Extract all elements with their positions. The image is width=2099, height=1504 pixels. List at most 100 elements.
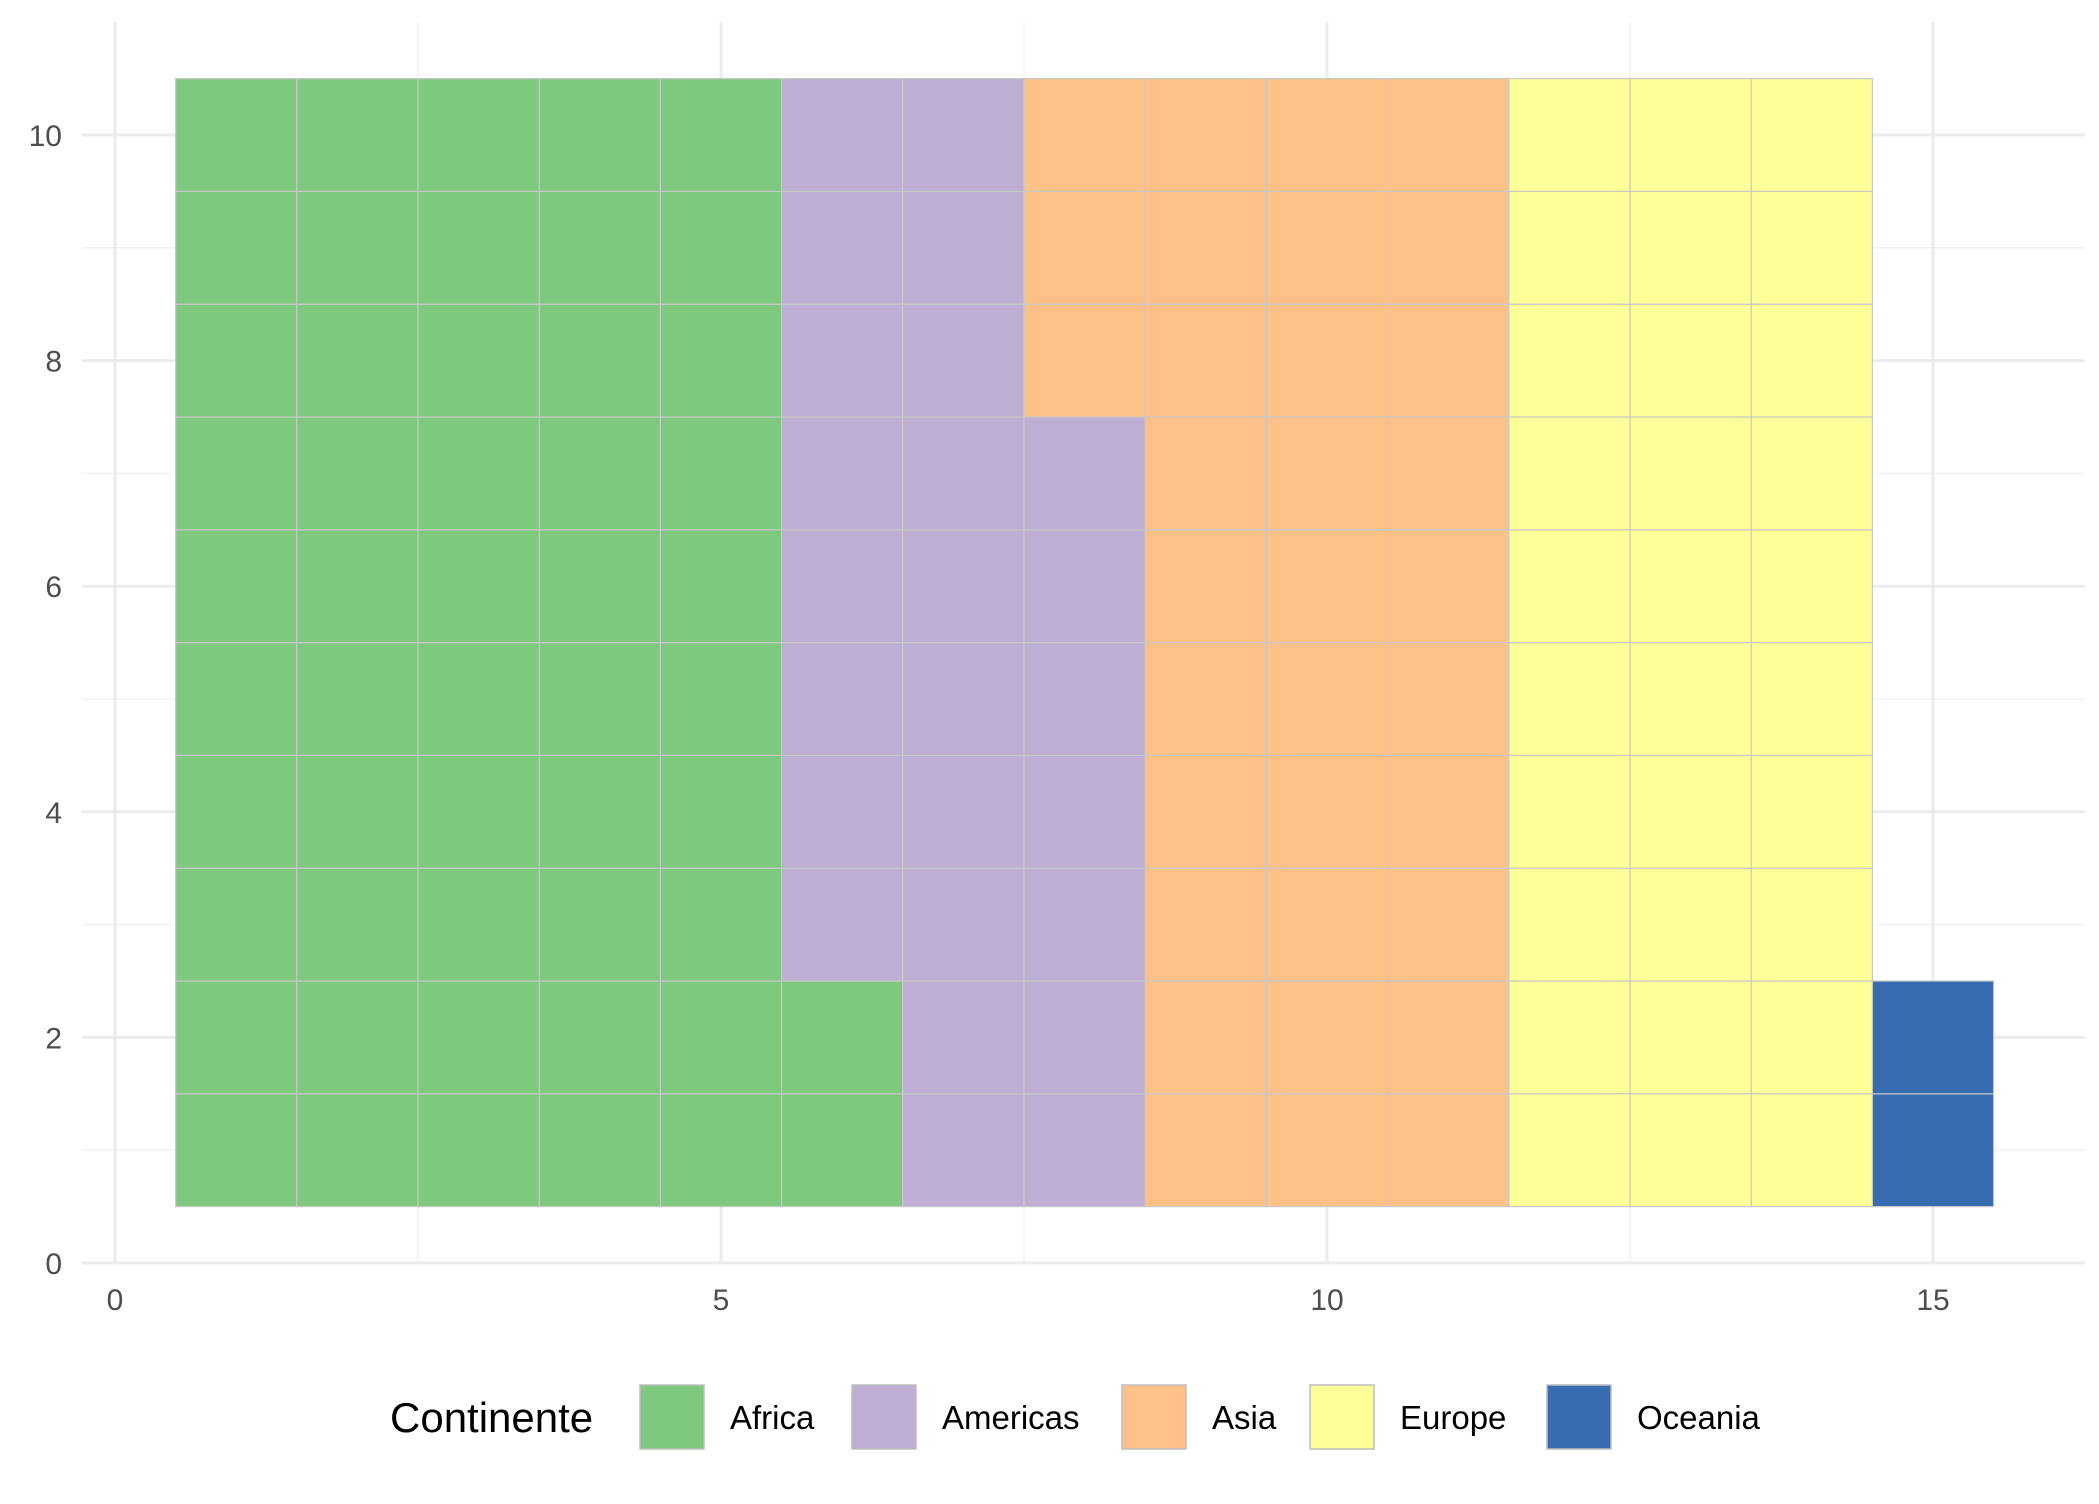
x-tick-label: 5: [713, 1284, 730, 1317]
waffle-tile-europe: [1629, 529, 1752, 644]
y-tick-label: 2: [45, 1022, 62, 1055]
x-tick-label: 10: [1310, 1284, 1343, 1317]
legend: Continente Africa Americas Asia Europe Ocean…: [390, 1384, 1761, 1450]
waffle-tile-europe: [1629, 190, 1752, 305]
waffle-tile-africa: [296, 1093, 419, 1208]
waffle-tile-asia: [1265, 529, 1389, 644]
waffle-tile-europe: [1508, 641, 1631, 756]
waffle-tile-africa: [538, 754, 662, 869]
waffle-tile-africa: [175, 867, 298, 982]
waffle-tile-africa: [538, 303, 662, 418]
waffle-tile-asia: [1144, 190, 1267, 305]
waffle-tile-oceania: [1871, 980, 1995, 1095]
waffle-tile-americas: [780, 867, 904, 982]
waffle-tile-asia: [1144, 77, 1267, 193]
waffle-tile-asia: [1023, 303, 1146, 418]
waffle-tile-africa: [296, 641, 419, 756]
waffle-tile-africa: [538, 980, 662, 1095]
waffle-tile-asia: [1144, 980, 1267, 1095]
waffle-tile-asia: [1265, 303, 1389, 418]
waffle-tile-africa: [175, 641, 298, 756]
legend-label-asia: Asia: [1212, 1399, 1277, 1436]
waffle-tile-europe: [1508, 1093, 1631, 1208]
waffle-tile-europe: [1508, 980, 1631, 1095]
waffle-tile-africa: [417, 77, 540, 193]
waffle-tile-asia: [1265, 754, 1389, 869]
legend-label-europe: Europe: [1400, 1399, 1506, 1436]
waffle-tile-europe: [1629, 1093, 1752, 1208]
waffle-tile-asia: [1386, 1093, 1510, 1208]
waffle-tile-africa: [417, 416, 540, 531]
waffle-tile-africa: [659, 980, 783, 1095]
waffle-tile-europe: [1508, 303, 1631, 418]
waffle-tile-africa: [417, 980, 540, 1095]
waffle-tile-africa: [417, 754, 540, 869]
waffle-tile-africa: [659, 529, 783, 644]
legend-label-oceania: Oceania: [1637, 1399, 1761, 1436]
legend-key-asia: [1121, 1384, 1187, 1450]
waffle-tile-americas: [1023, 754, 1146, 869]
x-axis-ticks: 0 5 10 15: [107, 1284, 1950, 1317]
waffle-tile-americas: [902, 416, 1025, 531]
waffle-tile-asia: [1144, 867, 1267, 982]
waffle-tile-africa: [659, 1093, 783, 1208]
waffle-tile-africa: [417, 529, 540, 644]
waffle-tile-americas: [902, 754, 1025, 869]
waffle-tile-americas: [902, 303, 1025, 418]
waffle-tile-asia: [1023, 77, 1146, 193]
waffle-tile-oceania: [1871, 1093, 1995, 1208]
waffle-tile-africa: [417, 641, 540, 756]
waffle-tile-africa: [296, 754, 419, 869]
legend-key-africa: [639, 1384, 705, 1450]
waffle-tile-europe: [1750, 641, 1873, 756]
legend-key-americas: [851, 1384, 917, 1450]
waffle-tile-africa: [296, 529, 419, 644]
waffle-tile-africa: [417, 303, 540, 418]
waffle-tile-americas: [902, 190, 1025, 305]
x-tick-label: 0: [107, 1284, 124, 1317]
waffle-tile-europe: [1508, 529, 1631, 644]
waffle-tile-africa: [659, 77, 783, 193]
waffle-tile-africa: [538, 529, 662, 644]
waffle-tile-africa: [538, 77, 662, 193]
waffle-tile-asia: [1023, 190, 1146, 305]
waffle-tile-europe: [1629, 77, 1752, 193]
waffle-tile-europe: [1750, 529, 1873, 644]
waffle-tile-asia: [1386, 641, 1510, 756]
waffle-tile-africa: [659, 867, 783, 982]
waffle-tile-africa: [659, 754, 783, 869]
waffle-tile-africa: [538, 867, 662, 982]
waffle-tile-americas: [1023, 416, 1146, 531]
waffle-tiles: [175, 77, 1995, 1208]
waffle-tile-asia: [1144, 303, 1267, 418]
legend-title: Continente: [390, 1394, 593, 1441]
waffle-tile-africa: [538, 641, 662, 756]
waffle-tile-asia: [1386, 416, 1510, 531]
waffle-tile-europe: [1629, 980, 1752, 1095]
waffle-tile-africa: [296, 190, 419, 305]
waffle-tile-africa: [175, 980, 298, 1095]
waffle-tile-americas: [780, 641, 904, 756]
waffle-tile-americas: [780, 190, 904, 305]
waffle-tile-asia: [1265, 416, 1389, 531]
waffle-tile-europe: [1508, 77, 1631, 193]
waffle-tile-asia: [1386, 303, 1510, 418]
waffle-tile-asia: [1144, 1093, 1267, 1208]
waffle-tile-americas: [780, 77, 904, 193]
waffle-tile-europe: [1750, 416, 1873, 531]
waffle-tile-americas: [902, 1093, 1025, 1208]
waffle-tile-africa: [780, 980, 904, 1095]
waffle-tile-africa: [296, 303, 419, 418]
waffle-tile-africa: [538, 1093, 662, 1208]
legend-key-oceania: [1546, 1384, 1612, 1450]
legend-key-europe: [1309, 1384, 1375, 1450]
waffle-tile-africa: [659, 190, 783, 305]
waffle-tile-europe: [1508, 867, 1631, 982]
waffle-tile-asia: [1144, 529, 1267, 644]
waffle-tile-africa: [417, 1093, 540, 1208]
y-tick-label: 4: [45, 797, 62, 830]
waffle-tile-asia: [1265, 980, 1389, 1095]
waffle-tile-africa: [175, 190, 298, 305]
